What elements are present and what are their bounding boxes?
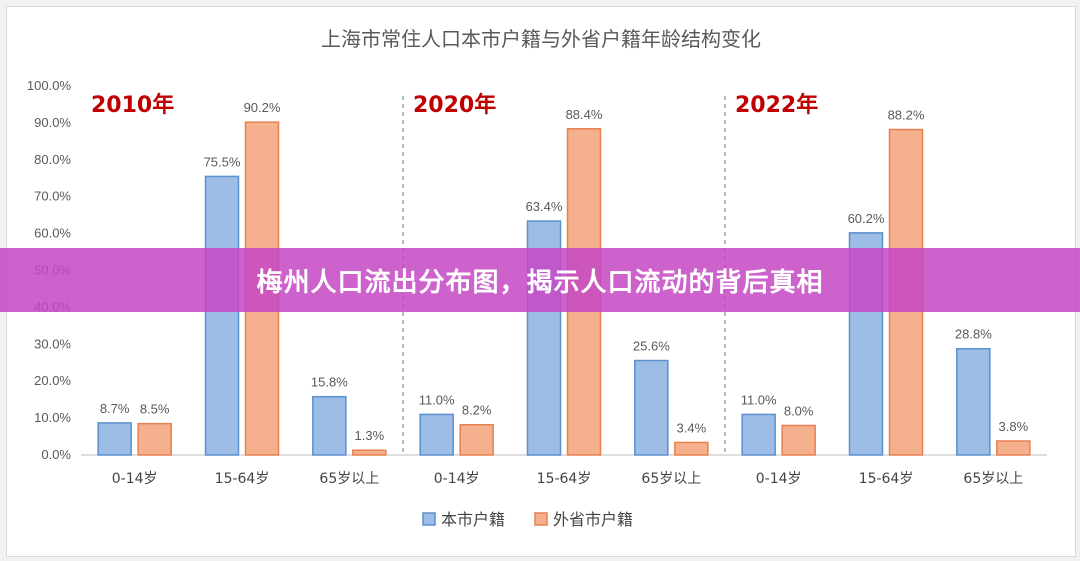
data-label: 88.2% xyxy=(888,108,925,123)
data-label: 25.6% xyxy=(633,339,670,354)
legend-swatch-local xyxy=(422,512,436,526)
bar-local-household xyxy=(956,347,991,456)
bar-local-household xyxy=(204,175,240,456)
category-label: 15-64岁 xyxy=(859,471,914,487)
bar-other-province xyxy=(996,440,1031,456)
year-label: 2010年 xyxy=(91,92,174,118)
data-label: 8.2% xyxy=(462,403,492,418)
bar-local-household xyxy=(312,395,347,456)
data-label: 3.8% xyxy=(999,419,1029,434)
labels-layer: 2010年 0-14岁 8.7% 8.5% 15-64岁 75.5% 90.2% 65岁以上 1… xyxy=(91,92,1029,487)
data-label: 63.4% xyxy=(526,199,563,214)
bar-local-household xyxy=(97,422,132,456)
category-label: 15-64岁 xyxy=(215,471,270,487)
data-label: 8.5% xyxy=(140,402,170,417)
data-label: 8.0% xyxy=(784,403,814,418)
bar-other-province xyxy=(137,422,172,456)
y-tick-label: 100.0% xyxy=(27,78,72,93)
category-label: 65岁以上 xyxy=(641,471,701,487)
category-label: 65岁以上 xyxy=(319,471,379,487)
overlay-banner: 梅州人口流出分布图，揭示人口流动的背后真相 xyxy=(0,248,1080,312)
y-tick-label: 90.0% xyxy=(34,115,71,130)
y-tick-label: 0.0% xyxy=(41,447,71,462)
banner-title: 梅州人口流出分布图，揭示人口流动的背后真相 xyxy=(256,267,824,298)
data-label: 3.4% xyxy=(677,420,707,435)
bar-other-province xyxy=(352,449,387,456)
y-tick-label: 80.0% xyxy=(34,152,71,167)
bar-chart: 上海市常住人口本市户籍与外省户籍年龄结构变化 0.0% 10.0% 20.0% 30.… xyxy=(27,27,1047,529)
bar-local-household xyxy=(741,413,776,456)
bars-layer xyxy=(97,121,1031,456)
legend-label: 本市户籍 xyxy=(441,510,505,529)
data-label: 90.2% xyxy=(244,100,281,115)
data-label: 1.3% xyxy=(355,428,385,443)
data-label: 11.0% xyxy=(741,392,777,407)
data-label: 60.2% xyxy=(848,211,885,226)
bar-other-province xyxy=(781,424,816,456)
year-label: 2022年 xyxy=(735,92,818,118)
data-label: 75.5% xyxy=(204,154,241,169)
data-label: 28.8% xyxy=(955,327,992,342)
year-label: 2020年 xyxy=(413,92,496,118)
legend: 本市户籍 外省市户籍 xyxy=(422,510,633,529)
data-label: 8.7% xyxy=(100,401,130,416)
legend-label: 外省市户籍 xyxy=(553,510,633,529)
y-tick-label: 70.0% xyxy=(34,189,71,204)
bar-local-household xyxy=(419,413,454,456)
y-tick-label: 30.0% xyxy=(34,336,71,351)
data-label: 15.8% xyxy=(311,375,348,390)
chart-title: 上海市常住人口本市户籍与外省户籍年龄结构变化 xyxy=(321,27,761,51)
category-label: 15-64岁 xyxy=(537,471,592,487)
bar-other-province xyxy=(674,441,709,456)
legend-swatch-other xyxy=(534,512,548,526)
bar-other-province xyxy=(459,423,494,456)
bar-local-household xyxy=(634,359,669,456)
y-tick-label: 20.0% xyxy=(34,373,71,388)
category-label: 65岁以上 xyxy=(963,471,1023,487)
y-tick-label: 10.0% xyxy=(34,410,71,425)
category-label: 0-14岁 xyxy=(112,471,158,487)
category-label: 0-14岁 xyxy=(756,471,802,487)
data-label: 88.4% xyxy=(566,107,603,122)
y-tick-label: 60.0% xyxy=(34,226,71,241)
category-label: 0-14岁 xyxy=(434,471,480,487)
data-label: 11.0% xyxy=(419,392,455,407)
